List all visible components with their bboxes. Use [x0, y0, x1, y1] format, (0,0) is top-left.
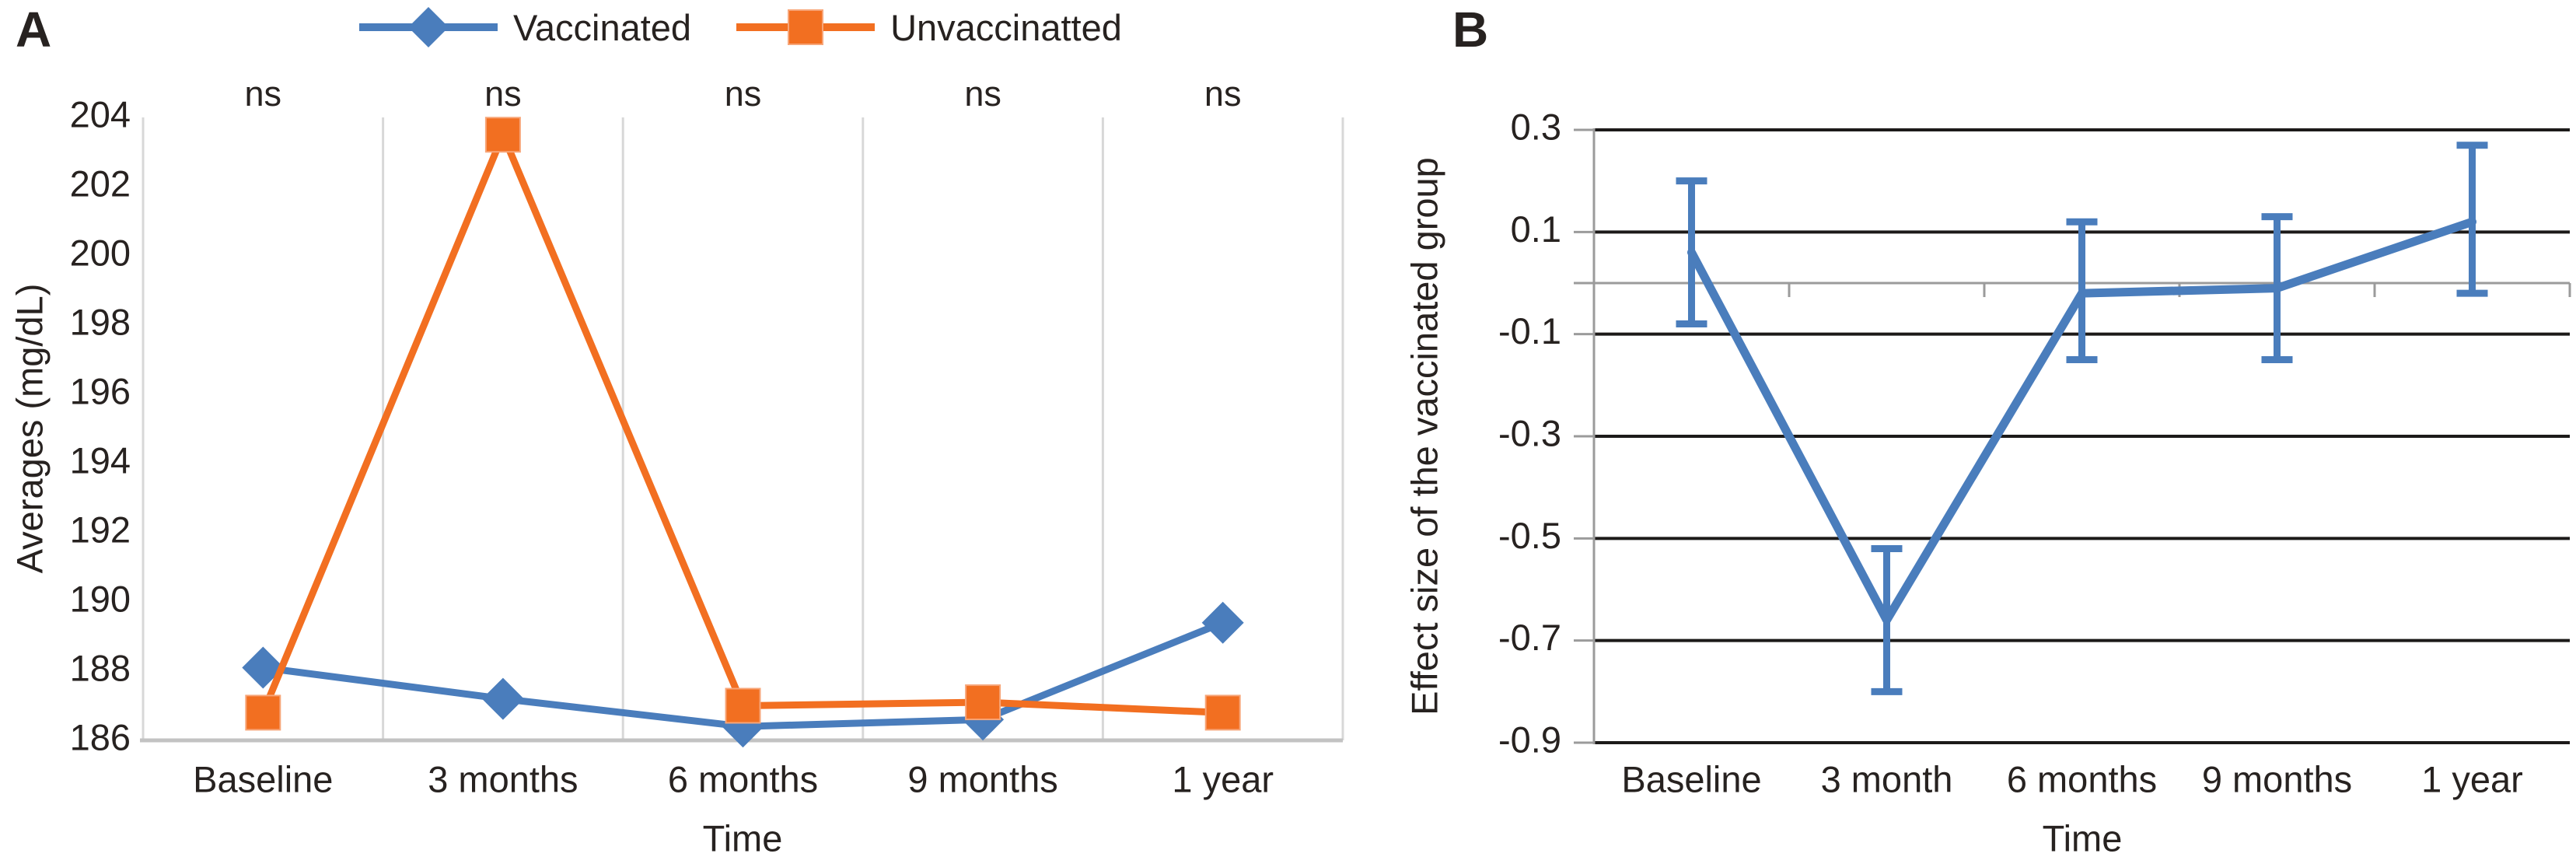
panel-b-y-tick-label: -0.9 [1498, 719, 1561, 760]
marker-square [965, 684, 1001, 721]
panel-a-y-tick-label: 202 [70, 163, 131, 204]
panel-a-y-tick-label: 190 [70, 578, 131, 619]
marker-square [1204, 694, 1241, 731]
panel-b-x-axis-title: Time [2042, 817, 2123, 859]
panel-a-y-tick-label: 186 [70, 716, 131, 757]
panel-a-y-tick-label: 196 [70, 370, 131, 411]
marker-square [484, 117, 521, 153]
legend-diamond [408, 7, 449, 47]
panel-b-y-tick-label: -0.3 [1498, 412, 1561, 453]
significance-label: ns [725, 74, 762, 114]
panel-b-y-axis-title: Effect size of the vaccinated group [1403, 157, 1445, 715]
marker-square [725, 687, 761, 724]
panel-b-x-category-label: 9 months [2202, 758, 2352, 799]
marker-square [245, 694, 281, 731]
marker-diamond [242, 646, 285, 689]
significance-label: ns [245, 74, 282, 114]
panel-b-x-category-label: 3 month [1821, 758, 1953, 799]
panel-b-y-tick-label: -0.5 [1498, 515, 1561, 556]
panel-a-y-tick-label: 194 [70, 439, 131, 481]
panel-b-label: B [1452, 2, 1489, 58]
panel-a-x-category-label: 6 months [668, 758, 818, 799]
panel-a-y-tick-label: 204 [70, 93, 131, 135]
significance-label: ns [1204, 74, 1242, 114]
panel-b-x-category-label: 1 year [2421, 758, 2523, 799]
legend-diamond-marker-icon [359, 7, 498, 47]
legend-item-vaccinated: Vaccinated [359, 5, 691, 50]
panel-b-y-tick-label: -0.1 [1498, 310, 1561, 352]
significance-label: ns [964, 74, 1001, 114]
panel-a-y-tick-label: 192 [70, 509, 131, 550]
legend-item-unvaccinatted: Unvaccinatted [736, 5, 1122, 50]
legend-square [788, 9, 824, 45]
legend: Vaccinated Unvaccinatted [359, 5, 1122, 50]
panel-a-x-axis-title: Time [702, 817, 783, 859]
panel-a-y-tick-label: 188 [70, 647, 131, 688]
panel-a-y-tick-label: 200 [70, 232, 131, 273]
series-line-unvaccinatted [259, 131, 1227, 716]
panel-a-x-category-label: 1 year [1172, 758, 1274, 799]
legend-label: Vaccinated [513, 6, 692, 48]
panel-b-x-category-label: Baseline [1621, 758, 1761, 799]
legend-label: Unvaccinatted [890, 6, 1122, 48]
panel-a-label: A [16, 2, 52, 58]
significance-label: ns [484, 74, 522, 114]
panel-b-y-tick-label: 0.3 [1511, 106, 1561, 147]
panel-a-y-tick-label: 198 [70, 301, 131, 342]
panel-a-x-category-label: 9 months [907, 758, 1057, 799]
panel-b-y-tick-label: -0.7 [1498, 617, 1561, 658]
panel-b-y-tick-label: 0.1 [1511, 208, 1561, 250]
marker-diamond [1201, 601, 1244, 644]
marker-diamond [481, 677, 524, 720]
panel-b-x-category-label: 6 months [2007, 758, 2157, 799]
legend-square-marker-icon [736, 9, 876, 45]
panel-a-x-category-label: Baseline [193, 758, 333, 799]
panel-a-y-axis-title: Averages (mg/dL) [9, 283, 51, 574]
panel-a-x-category-label: 3 months [428, 758, 578, 799]
